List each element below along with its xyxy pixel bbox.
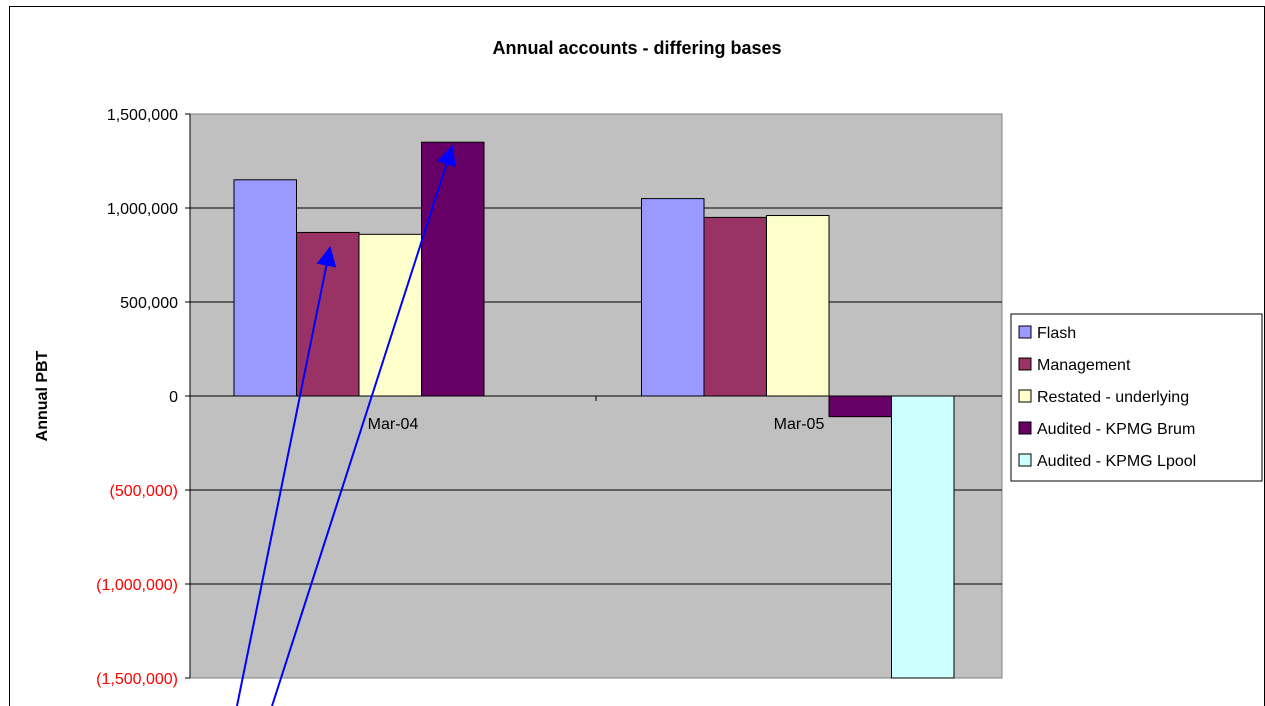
legend-label: Audited - KPMG Brum (1037, 421, 1195, 438)
y-axis-ticks: 1,500,000 1,000,000 500,000 0 (500,000) (1,00… (96, 107, 190, 688)
y-tick-label: 500,000 (120, 295, 178, 312)
legend-swatch (1018, 325, 1032, 339)
y-tick-label: 1,500,000 (107, 107, 178, 124)
legend-swatch (1018, 389, 1032, 403)
y-tick-label: (1,000,000) (96, 577, 178, 594)
bar (766, 215, 830, 397)
y-axis-label: Annual PBT (34, 350, 51, 441)
legend-label: Audited - KPMG Lpool (1037, 453, 1196, 470)
legend-swatch (1018, 421, 1032, 435)
legend-box (1010, 313, 1263, 482)
y-tick-label: 1,000,000 (107, 201, 178, 218)
bar (358, 233, 422, 397)
legend-label: Flash (1037, 325, 1076, 342)
bar (703, 216, 767, 397)
bar (233, 179, 297, 397)
legend: Flash Management Restated - underlying Audi… (1010, 313, 1263, 482)
bars (233, 141, 955, 679)
bar (891, 395, 955, 679)
legend-swatch (1018, 453, 1032, 467)
annotation-arrows (236, 145, 457, 706)
y-tick-label: (500,000) (110, 483, 179, 500)
category-label: Mar-05 (774, 416, 825, 433)
annotation-arrow (236, 246, 337, 706)
bar (828, 395, 892, 418)
x-axis (189, 114, 1002, 678)
y-tick-label: 0 (169, 389, 178, 406)
y-tick-label: (1,500,000) (96, 671, 178, 688)
legend-label: Restated - underlying (1037, 389, 1189, 406)
bar (421, 141, 485, 397)
bar (641, 198, 705, 397)
category-label: Mar-04 (368, 416, 419, 433)
chart-title: Annual accounts - differing bases (492, 38, 781, 58)
legend-swatch (1018, 357, 1032, 371)
legend-label: Management (1037, 357, 1131, 374)
annotation-arrow (271, 145, 457, 706)
category-labels: Mar-04 Mar-05 (368, 416, 825, 433)
